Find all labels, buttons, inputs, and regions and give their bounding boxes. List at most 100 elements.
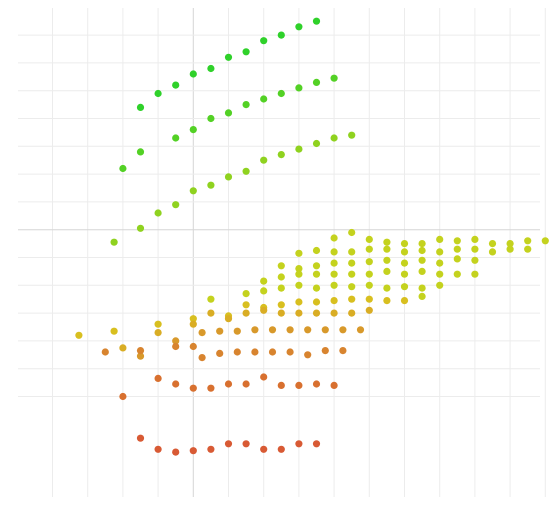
data-point-s3-54 (400, 283, 409, 291)
data-point-s3-8 (400, 240, 409, 248)
data-point-s7-2 (304, 351, 312, 359)
data-point-s2-10 (172, 201, 180, 209)
data-point-s3-62 (260, 287, 268, 295)
data-point-s3-56 (365, 281, 373, 289)
data-point-s3-15 (488, 248, 497, 256)
data-point-s3-27 (471, 256, 479, 264)
data-point-s8-4 (260, 373, 268, 381)
data-point-s1-4 (260, 95, 268, 103)
data-point-s0-1 (295, 23, 303, 31)
data-point-s3-40 (453, 270, 461, 278)
data-point-s3-59 (312, 284, 321, 292)
data-point-s9-3 (260, 445, 268, 453)
data-point-s6-3 (304, 326, 312, 334)
data-point-s0-3 (260, 37, 268, 45)
data-point-s1-8 (189, 126, 197, 134)
data-point-s5-9 (207, 309, 215, 317)
data-point-s4-3 (348, 295, 356, 303)
data-point-s3-14 (506, 245, 514, 253)
data-point-s3-4 (471, 235, 479, 243)
data-point-s3-9 (383, 238, 391, 246)
data-point-s0-10 (136, 103, 145, 111)
data-point-s9-8 (172, 448, 180, 456)
data-point-s4-5 (312, 298, 321, 306)
data-point-s2-1 (330, 134, 338, 142)
data-point-s4-2 (365, 295, 373, 303)
data-point-s0-0 (312, 17, 321, 25)
data-point-s4-6 (295, 298, 303, 306)
data-point-s3-13 (524, 245, 532, 253)
data-point-s7-10 (172, 342, 180, 351)
data-point-s2-0 (348, 131, 356, 139)
data-point-s8-6 (224, 380, 233, 388)
data-point-s6-4 (286, 326, 294, 334)
data-point-s8-8 (189, 384, 197, 392)
data-point-s3-19 (418, 246, 426, 255)
data-point-s6-7 (233, 327, 241, 335)
data-point-s3-16 (471, 245, 479, 253)
data-point-s3-57 (348, 283, 356, 291)
data-point-s4-14 (75, 331, 83, 339)
data-point-s1-9 (172, 134, 180, 142)
data-point-s7-8 (198, 354, 206, 362)
data-point-s8-1 (312, 380, 321, 388)
data-point-s2-3 (295, 145, 303, 153)
data-point-s9-1 (295, 440, 303, 448)
data-point-s3-2 (506, 240, 514, 248)
data-point-s6-1 (339, 326, 347, 334)
data-point-s3-34 (348, 259, 356, 267)
data-point-s3-53 (418, 284, 426, 292)
data-point-s4-9 (242, 301, 250, 309)
data-point-s1-6 (224, 109, 233, 117)
data-point-s5-11 (154, 329, 162, 337)
data-point-s7-12 (101, 348, 109, 356)
data-point-s7-1 (321, 347, 329, 355)
data-point-s5-4 (295, 309, 303, 317)
data-point-s2-7 (224, 173, 233, 181)
data-point-s5-5 (277, 309, 285, 317)
data-point-s4-7 (277, 301, 285, 309)
data-point-s2-13 (110, 238, 118, 246)
data-point-s6-9 (198, 329, 206, 337)
data-point-s0-5 (224, 53, 233, 61)
data-point-s3-43 (400, 270, 409, 278)
data-point-s1-1 (312, 78, 321, 86)
data-point-s3-42 (418, 267, 426, 275)
data-point-s1-11 (119, 164, 127, 173)
data-point-s7-9 (189, 342, 197, 351)
data-point-s3-31 (400, 259, 409, 267)
data-point-s6-0 (356, 326, 365, 334)
data-point-s8-7 (207, 384, 215, 392)
data-point-s4-4 (330, 297, 338, 305)
data-point-s3-22 (365, 245, 373, 253)
data-point-s3-44 (383, 267, 391, 275)
data-point-s3-7 (418, 240, 426, 248)
data-point-s0-2 (277, 31, 285, 39)
data-point-s3-38 (277, 262, 285, 270)
data-point-s0-4 (242, 48, 250, 56)
data-point-s3-3 (488, 240, 497, 248)
data-point-s1-3 (277, 89, 285, 98)
data-point-s3-51 (260, 277, 268, 285)
data-point-s2-12 (136, 224, 145, 232)
data-point-s1-7 (207, 114, 215, 123)
data-point-s8-2 (295, 381, 303, 389)
data-point-s2-11 (154, 209, 162, 217)
data-point-s3-60 (295, 281, 303, 289)
data-point-s3-52 (436, 281, 444, 289)
data-point-s9-4 (242, 440, 250, 448)
data-point-s4-13 (110, 327, 118, 335)
data-point-s3-55 (383, 284, 391, 292)
data-point-s4-1 (383, 297, 391, 305)
data-point-s3-61 (277, 284, 285, 292)
data-point-s3-36 (312, 262, 321, 270)
data-point-s6-10 (172, 337, 180, 345)
data-point-s8-3 (277, 381, 285, 389)
data-point-s9-10 (136, 434, 145, 442)
data-point-s5-12 (119, 344, 127, 352)
data-point-s5-2 (330, 309, 338, 317)
data-point-s9-7 (189, 447, 197, 455)
data-point-s3-5 (453, 237, 461, 245)
data-point-s2-8 (207, 181, 215, 189)
